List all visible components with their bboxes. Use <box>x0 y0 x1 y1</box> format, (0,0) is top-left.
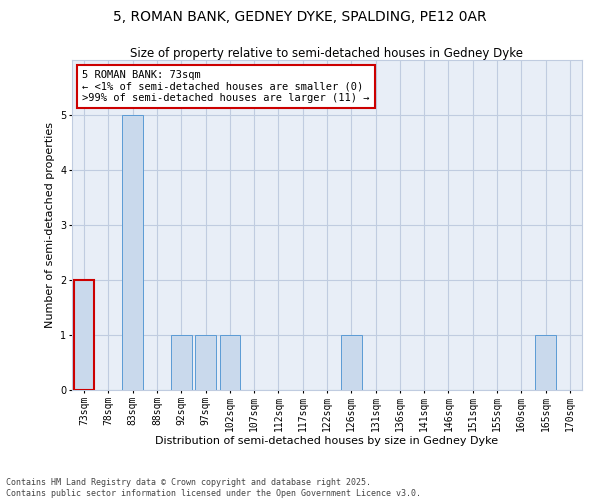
Bar <box>171 335 191 390</box>
Text: 5 ROMAN BANK: 73sqm
← <1% of semi-detached houses are smaller (0)
>99% of semi-d: 5 ROMAN BANK: 73sqm ← <1% of semi-detach… <box>82 70 370 103</box>
Bar <box>341 335 362 390</box>
Bar <box>220 335 240 390</box>
Title: Size of property relative to semi-detached houses in Gedney Dyke: Size of property relative to semi-detach… <box>131 47 523 60</box>
Text: Contains HM Land Registry data © Crown copyright and database right 2025.
Contai: Contains HM Land Registry data © Crown c… <box>6 478 421 498</box>
Bar <box>74 280 94 390</box>
Bar <box>122 115 143 390</box>
Bar <box>535 335 556 390</box>
X-axis label: Distribution of semi-detached houses by size in Gedney Dyke: Distribution of semi-detached houses by … <box>155 436 499 446</box>
Bar <box>195 335 216 390</box>
Y-axis label: Number of semi-detached properties: Number of semi-detached properties <box>44 122 55 328</box>
Text: 5, ROMAN BANK, GEDNEY DYKE, SPALDING, PE12 0AR: 5, ROMAN BANK, GEDNEY DYKE, SPALDING, PE… <box>113 10 487 24</box>
